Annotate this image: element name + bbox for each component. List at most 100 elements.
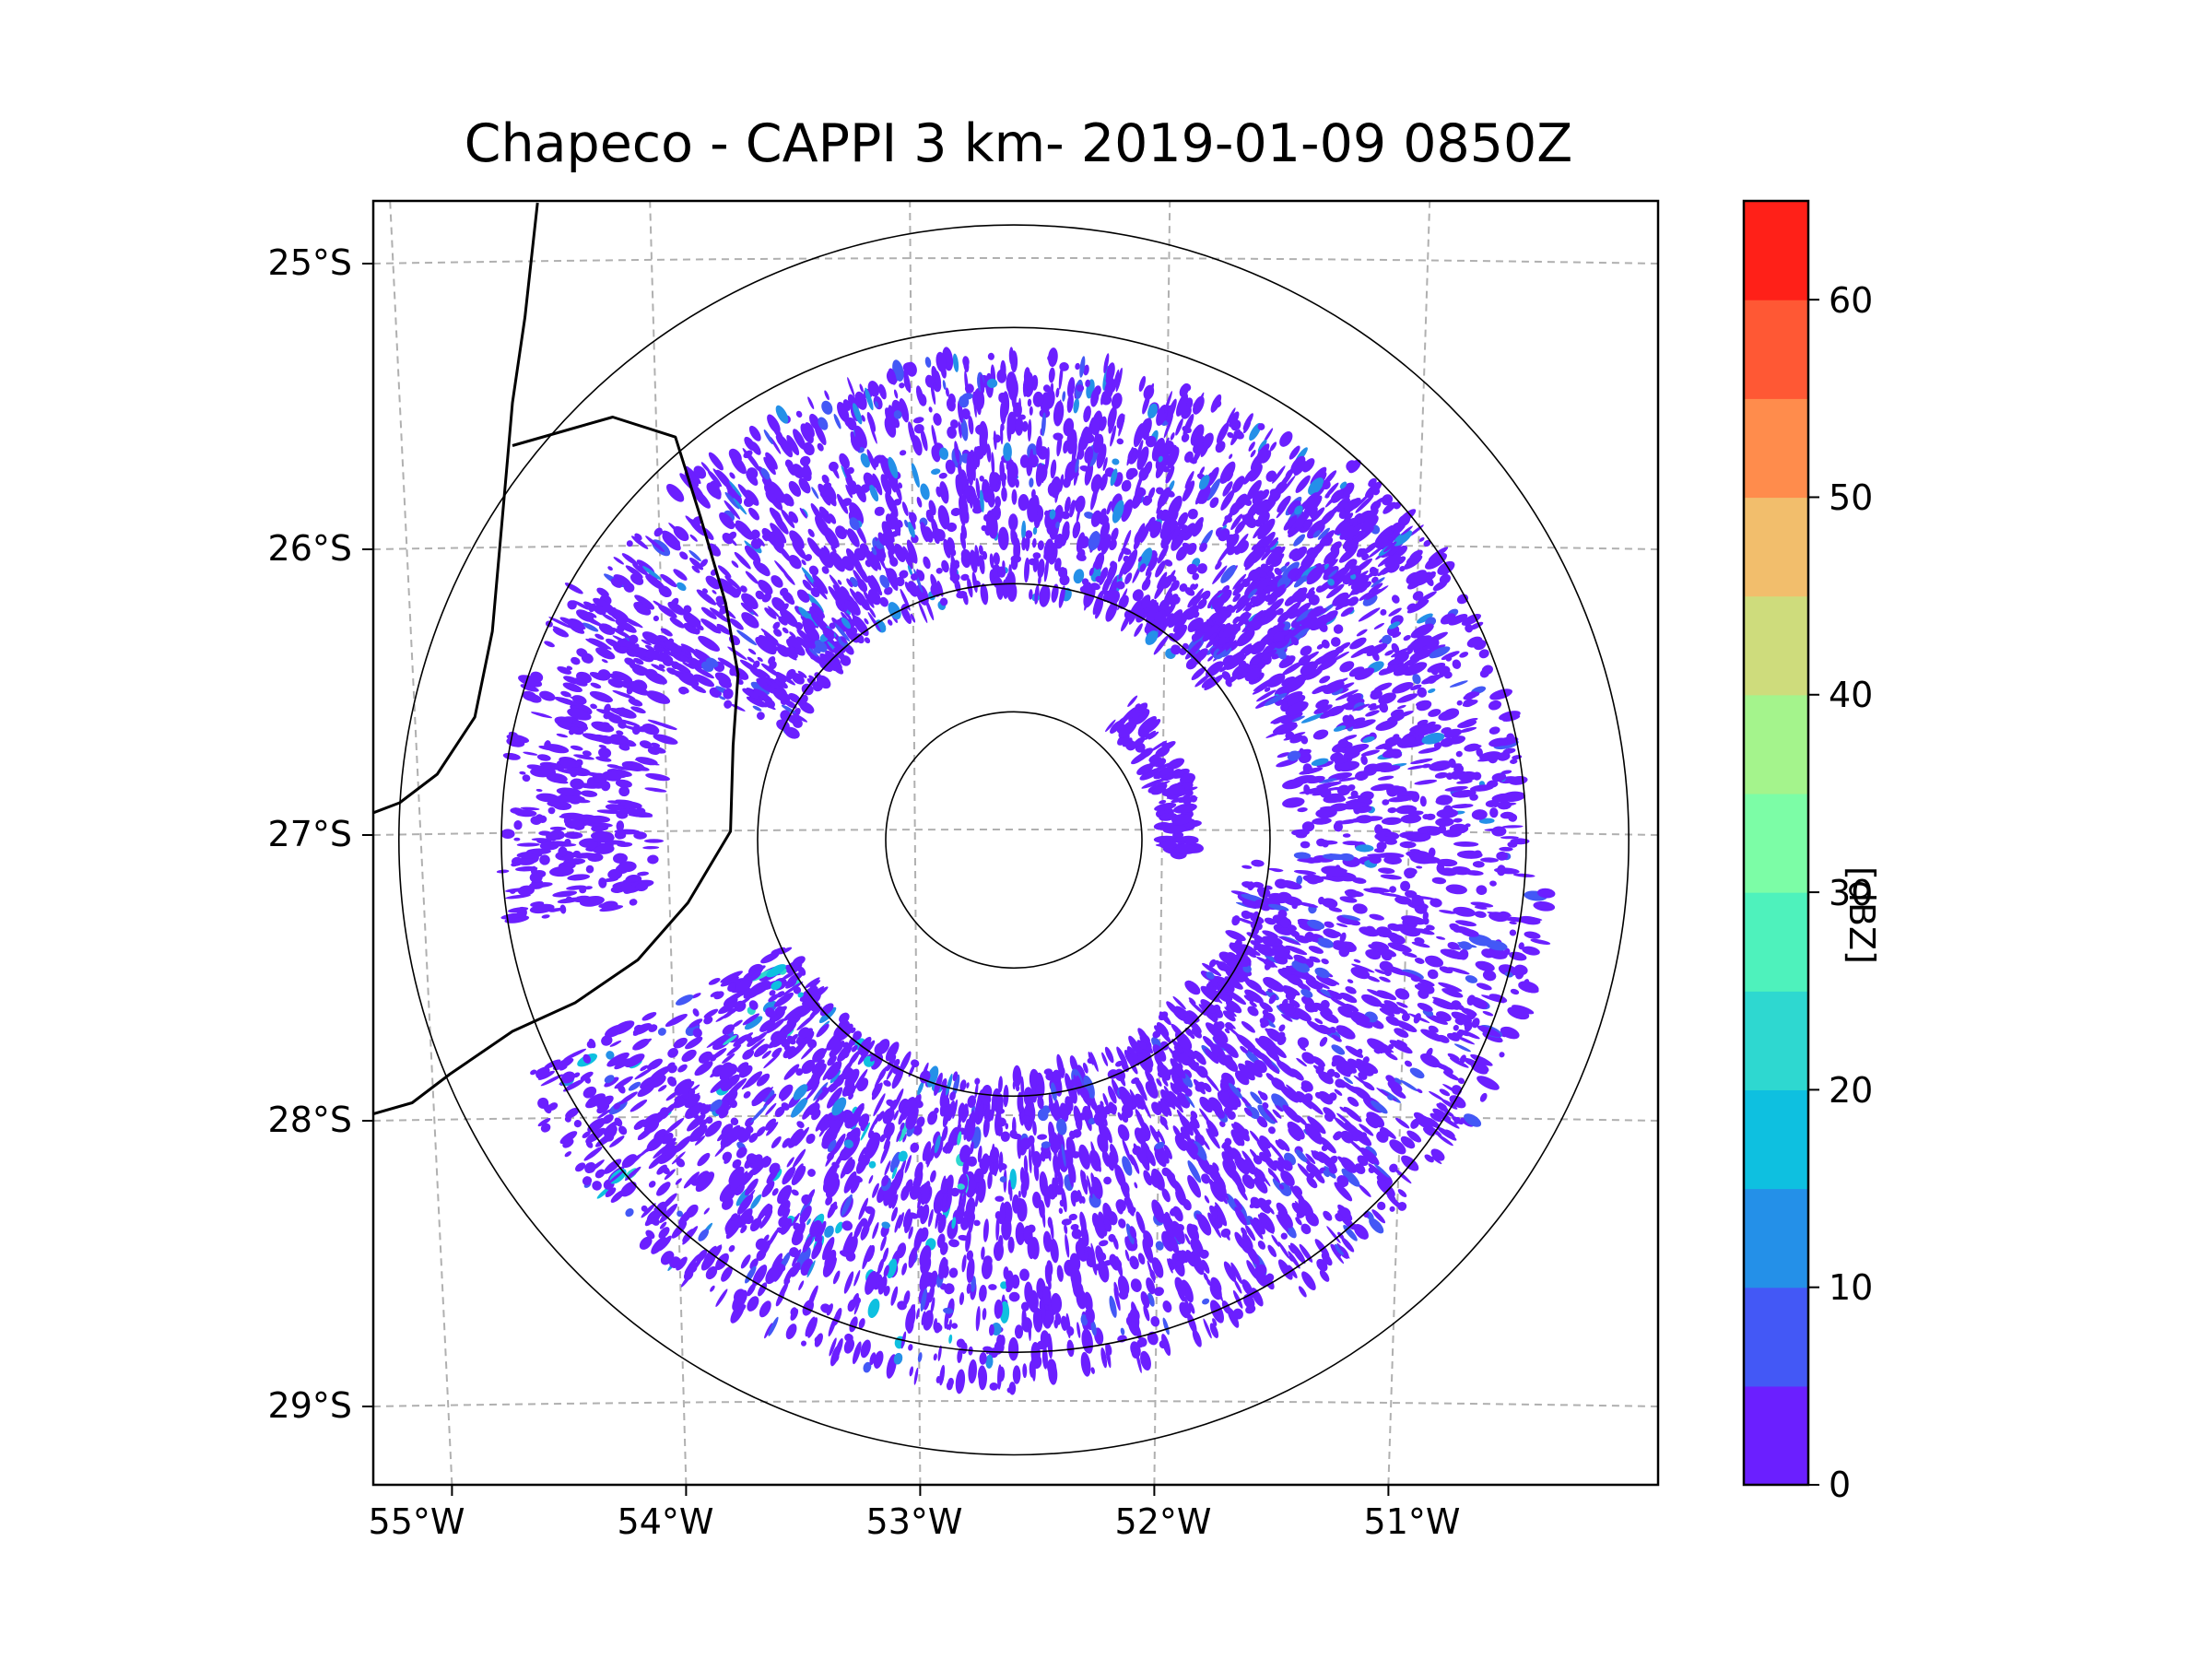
echo-cell bbox=[1110, 527, 1119, 543]
echo-cell bbox=[1007, 1236, 1015, 1253]
echo-cell bbox=[1083, 433, 1095, 444]
echo-cell bbox=[769, 661, 777, 670]
echo-cell bbox=[1199, 466, 1206, 476]
echo-cell bbox=[708, 452, 724, 471]
echo-cell bbox=[845, 477, 854, 494]
echo-cell bbox=[788, 692, 801, 703]
echo-cell bbox=[1053, 432, 1064, 441]
echo-cell bbox=[781, 509, 795, 529]
echo-cell bbox=[979, 420, 988, 445]
echo-cell bbox=[949, 548, 957, 557]
echo-cell bbox=[1128, 599, 1142, 622]
echo-cell bbox=[1047, 481, 1059, 497]
echo-cell bbox=[1099, 416, 1107, 431]
echo-cell bbox=[690, 684, 707, 693]
echo-cell bbox=[1255, 499, 1270, 515]
echo-cell bbox=[1201, 677, 1216, 688]
echo-cell bbox=[761, 478, 771, 490]
echo-cell bbox=[1112, 369, 1120, 393]
echo-cell bbox=[748, 425, 761, 441]
echo-cell bbox=[700, 462, 711, 473]
echo-cell bbox=[774, 677, 788, 689]
echo-cell bbox=[582, 622, 599, 632]
echo-cell bbox=[1230, 429, 1241, 446]
echo-cell bbox=[709, 625, 719, 633]
echo-cell bbox=[755, 636, 777, 655]
echo-cell bbox=[1079, 356, 1086, 378]
echo-cell bbox=[750, 441, 761, 455]
echo-cell bbox=[1132, 589, 1144, 602]
echo-cell bbox=[775, 405, 789, 424]
echo-cell bbox=[712, 468, 729, 488]
echo-cell bbox=[1126, 446, 1134, 466]
echo-cell bbox=[830, 462, 840, 479]
echo-cell bbox=[1015, 417, 1024, 436]
echo-cell bbox=[1242, 512, 1254, 525]
echo-cell bbox=[1112, 458, 1120, 465]
echo-cell bbox=[843, 465, 854, 488]
echo-cell bbox=[621, 553, 639, 566]
echo-cell bbox=[1006, 468, 1018, 488]
echo-cell bbox=[955, 474, 963, 499]
echo-cell bbox=[1194, 435, 1205, 454]
echo-cell bbox=[823, 528, 839, 549]
echo-cell bbox=[1140, 418, 1152, 439]
echo-cell bbox=[1193, 648, 1208, 664]
echo-cell bbox=[822, 510, 830, 518]
echo-cell bbox=[1164, 391, 1172, 414]
echo-cell bbox=[1171, 644, 1182, 655]
echo-cell bbox=[1075, 458, 1079, 474]
echo-cell bbox=[866, 411, 877, 432]
echo-cell bbox=[1077, 448, 1085, 460]
echo-cell bbox=[1192, 442, 1205, 465]
echo-cell bbox=[598, 623, 616, 636]
echo-cell bbox=[1159, 487, 1171, 507]
echo-cell bbox=[1025, 371, 1034, 391]
echo-cell bbox=[1200, 442, 1209, 458]
echo-cell bbox=[888, 496, 899, 517]
echo-cell bbox=[960, 418, 969, 441]
echo-cell bbox=[1065, 496, 1071, 514]
echo-cell bbox=[729, 618, 744, 630]
echo-cell bbox=[899, 398, 910, 423]
echo-cell bbox=[937, 505, 950, 530]
echo-cell bbox=[1220, 489, 1235, 511]
echo-cell bbox=[1182, 413, 1194, 437]
echo-cell bbox=[631, 535, 649, 549]
echo-cell bbox=[653, 527, 664, 537]
echo-cell bbox=[1157, 544, 1169, 564]
echo-cell bbox=[596, 587, 609, 597]
echo-cell bbox=[1207, 655, 1214, 662]
echo-cell bbox=[1165, 465, 1175, 484]
echo-cell bbox=[960, 408, 971, 420]
echo-cell bbox=[765, 452, 778, 470]
echo-cell bbox=[1011, 488, 1018, 505]
echo-cell bbox=[915, 385, 924, 405]
echo-cell bbox=[718, 695, 726, 700]
echo-cell bbox=[958, 420, 962, 439]
echo-cell bbox=[997, 526, 1009, 550]
echo-cell bbox=[1021, 420, 1029, 432]
echo-cell bbox=[968, 416, 974, 435]
echo-cell bbox=[1323, 566, 1339, 581]
echo-cell bbox=[903, 376, 909, 392]
echo-cell bbox=[1021, 536, 1027, 551]
echo-cell bbox=[924, 598, 935, 621]
echo-cell bbox=[771, 575, 783, 588]
echo-cell bbox=[1258, 531, 1276, 552]
echo-cell bbox=[797, 670, 807, 678]
echo-cell bbox=[1045, 446, 1050, 471]
echo-cell bbox=[1048, 347, 1058, 368]
echo-cell bbox=[916, 569, 922, 579]
echo-cell bbox=[1075, 362, 1080, 371]
echo-cell bbox=[1135, 440, 1144, 460]
echo-cell bbox=[794, 673, 804, 680]
echo-cell bbox=[607, 566, 613, 571]
echo-cell bbox=[1169, 575, 1177, 582]
echo-cell bbox=[613, 574, 632, 589]
echo-cell bbox=[660, 573, 677, 588]
echo-cell bbox=[1029, 589, 1033, 600]
echo-cell bbox=[744, 545, 761, 563]
echo-cell bbox=[800, 423, 814, 444]
echo-cell bbox=[1008, 564, 1012, 578]
